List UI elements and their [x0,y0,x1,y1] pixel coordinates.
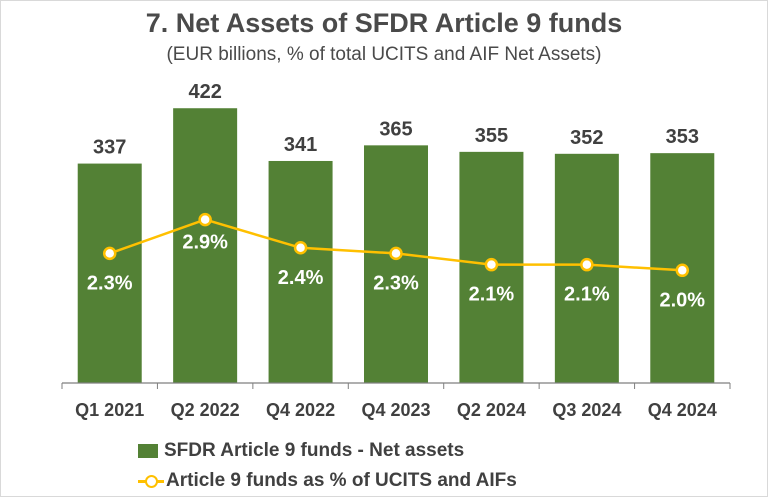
line-value-label-2: 2.4% [278,267,324,289]
legend-item-bars: SFDR Article 9 funds - Net assets [138,436,517,466]
x-tick-label-6: Q4 2024 [648,400,717,420]
bar-0 [77,163,142,383]
line-point-0 [102,246,117,261]
bar-3 [364,145,428,383]
line-point-2 [293,241,308,255]
bar-value-label-5: 352 [570,127,603,149]
bar-value-label-6: 353 [666,126,699,148]
line-value-label-5: 2.1% [564,284,610,306]
bar-value-label-1: 422 [188,81,221,103]
line-value-label-4: 2.1% [469,284,515,306]
x-tick-label-0: Q1 2021 [75,400,144,420]
legend-bar-swatch [138,444,158,458]
x-tick-label-5: Q3 2024 [552,400,621,420]
line-point-1 [198,212,212,227]
bar-value-label-0: 337 [93,137,126,159]
bar-1 [173,108,238,383]
line-value-label-6: 2.0% [659,289,705,311]
line-point-4 [484,257,499,272]
chart-legend: SFDR Article 9 funds - Net assets Articl… [138,436,517,496]
chart-subtitle: (EUR billions, % of total UCITS and AIF … [166,44,602,65]
x-tick-label-2: Q4 2022 [266,400,335,420]
legend-line-swatch [138,473,164,489]
bar-value-label-2: 341 [284,134,317,156]
line-point-6 [675,263,690,278]
bar-value-label-4: 355 [475,125,508,147]
legend-item-line: Article 9 funds as % of UCITS and AIFs [138,466,517,496]
legend-label-bars: SFDR Article 9 funds - Net assets [164,440,465,461]
line-value-label-0: 2.3% [87,272,133,294]
x-tick-label-4: Q2 2024 [457,400,526,420]
legend-label-line: Article 9 funds as % of UCITS and AIFs [166,470,517,491]
bar-2 [268,160,333,383]
chart-title: 7. Net Assets of SFDR Article 9 funds [145,8,623,38]
bar-value-label-3: 365 [379,118,412,140]
x-tick-label-1: Q2 2022 [171,400,240,420]
line-value-label-3: 2.3% [373,272,419,294]
x-tick-label-3: Q4 2023 [361,400,430,420]
line-point-5 [580,257,594,272]
line-value-label-1: 2.9% [182,232,228,254]
line-point-3 [389,246,403,261]
